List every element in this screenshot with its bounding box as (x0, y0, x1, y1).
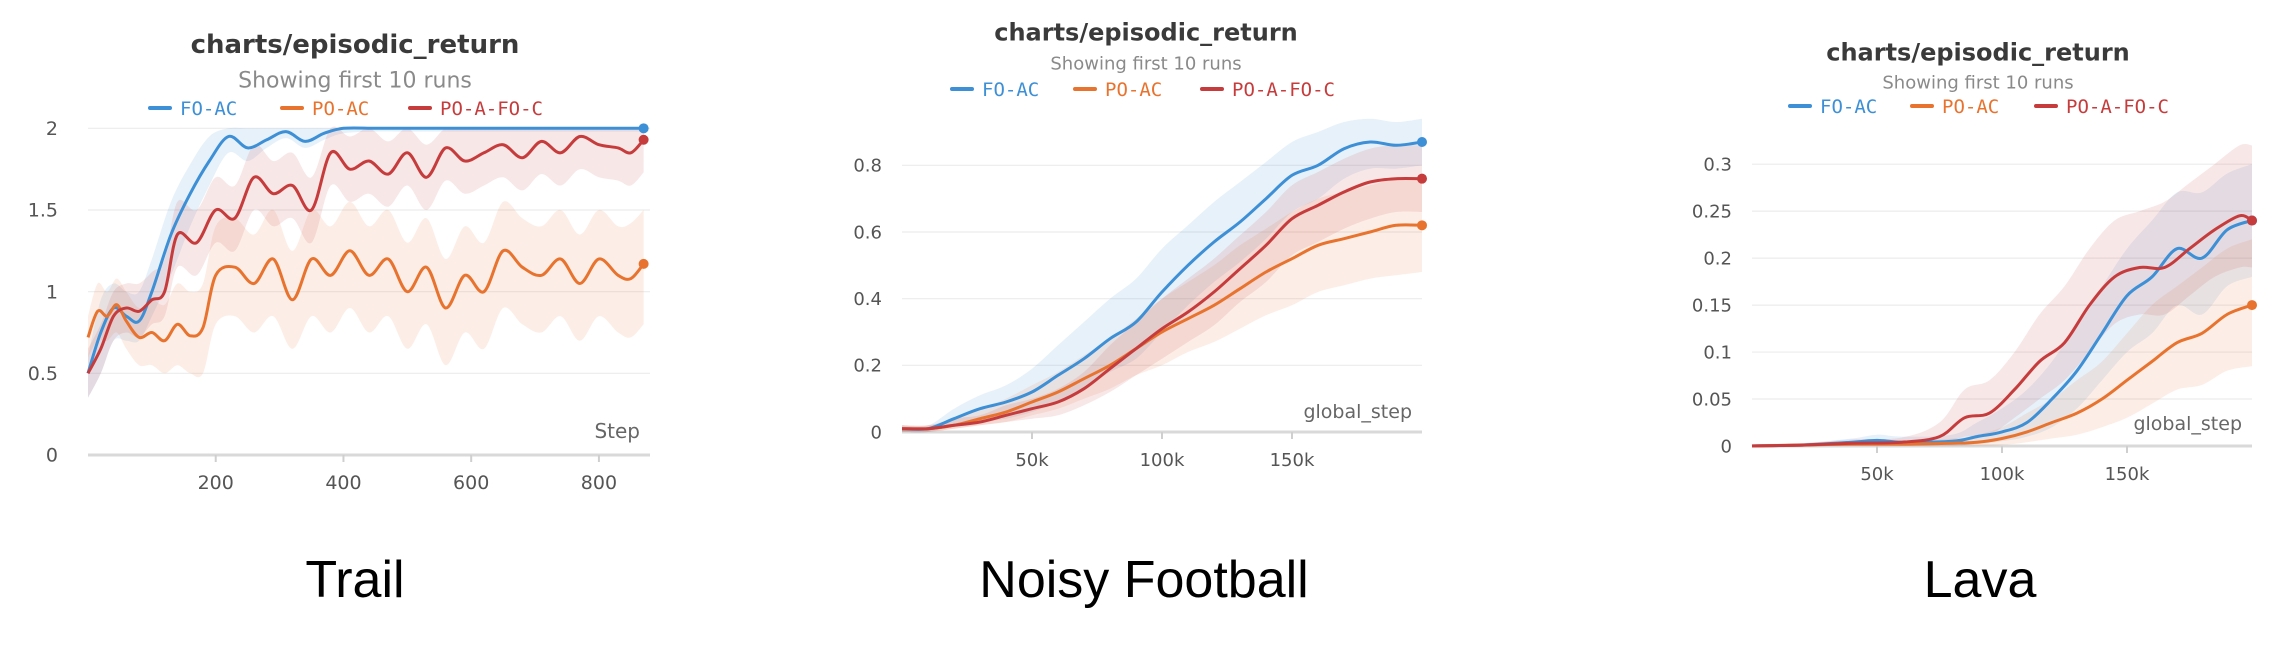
chart-caption: Noisy Football (979, 551, 1309, 609)
series-end-point (1417, 173, 1427, 184)
legend-item[interactable]: FO-AC (1788, 96, 1877, 118)
chart-title: charts/episodic_return (994, 18, 1298, 46)
series-line (1751, 219, 2253, 448)
legend-item[interactable]: FO-AC (950, 79, 1039, 101)
x-tick-label: 150k (1270, 450, 1315, 471)
series-band (1752, 164, 2252, 447)
chart-trail: charts/episodic_return Showing first 10 r… (28, 30, 650, 494)
x-tick-label: 50k (1860, 464, 1894, 485)
y-tick-label: 0.2 (1703, 248, 1732, 269)
chart-subtitle: Showing first 10 runs (1882, 72, 2073, 93)
series-line (86, 248, 645, 343)
series-line (901, 140, 1423, 431)
chart-lava: charts/episodic_return Showing first 10 r… (1692, 38, 2257, 485)
legend-label: PO-A-FO-C (1232, 79, 1335, 101)
y-tick-label: 0.5 (28, 363, 58, 385)
legend-item[interactable]: PO-A-FO-C (2034, 96, 2169, 118)
y-tick-label: 1 (46, 281, 58, 303)
chart-panel-noisy-football: charts/episodic_return Showing first 10 r… (830, 0, 1450, 657)
y-tick-label: 0 (46, 445, 58, 467)
y-tick-label: 0.05 (1692, 389, 1732, 410)
y-tick-label: 0.6 (853, 222, 882, 243)
legend-label: PO-AC (312, 98, 369, 120)
legend-item[interactable]: PO-A-FO-C (408, 98, 543, 120)
chart-panel-lava: charts/episodic_return Showing first 10 r… (1680, 0, 2272, 657)
x-tick-label: 100k (1980, 464, 2025, 485)
series-line (86, 134, 645, 375)
series-line (901, 176, 1423, 431)
x-axis-label: Step (594, 419, 640, 443)
chart-subtitle: Showing first 10 runs (238, 69, 472, 94)
chart-subtitle: Showing first 10 runs (1050, 53, 1241, 74)
y-tick-label: 0.8 (853, 156, 882, 177)
x-tick-label: 600 (453, 472, 489, 494)
y-tick-label: 0.15 (1692, 295, 1732, 316)
series-end-point (1417, 137, 1427, 147)
x-tick-label: 150k (2105, 464, 2150, 485)
legend-item[interactable]: PO-AC (1073, 79, 1162, 101)
series-end-point (638, 123, 649, 134)
x-axis-label: global_step (2133, 413, 2242, 435)
x-tick-label: 800 (581, 472, 617, 494)
legend-label: FO-AC (982, 79, 1039, 101)
y-tick-label: 1.5 (28, 200, 58, 222)
legend-label: FO-AC (180, 98, 237, 120)
y-tick-label: 2 (46, 118, 58, 140)
legend-label: PO-A-FO-C (440, 98, 543, 120)
chart-caption: Lava (1923, 551, 2037, 609)
y-tick-label: 0.4 (853, 289, 882, 310)
series-end-point (638, 258, 649, 269)
series-band (88, 201, 644, 378)
x-tick-label: 200 (198, 472, 234, 494)
chart-noisy-football: charts/episodic_return Showing first 10 r… (853, 18, 1427, 471)
chart-caption: Trail (305, 551, 405, 609)
series-end-point (2247, 300, 2257, 311)
y-tick-label: 0 (1721, 436, 1732, 457)
legend-item[interactable]: PO-A-FO-C (1200, 79, 1335, 101)
legend-item[interactable]: FO-AC (148, 98, 237, 120)
y-tick-label: 0.25 (1692, 201, 1732, 222)
legend-item[interactable]: PO-AC (280, 98, 369, 120)
series-band (1752, 239, 2252, 447)
y-tick-label: 0.3 (1703, 154, 1732, 175)
y-tick-label: 0 (871, 422, 882, 443)
chart-title: charts/episodic_return (1826, 38, 2130, 66)
x-tick-label: 400 (325, 472, 361, 494)
legend-label: PO-AC (1942, 96, 1999, 118)
series-band (902, 118, 1422, 433)
y-tick-label: 0.1 (1703, 342, 1732, 363)
x-tick-label: 50k (1015, 450, 1049, 471)
series-band (1752, 144, 2252, 447)
chart-panel-trail: charts/episodic_return Showing first 10 r… (0, 0, 720, 657)
y-tick-label: 0.2 (853, 356, 882, 377)
legend-label: FO-AC (1820, 96, 1877, 118)
series-end-point (1417, 220, 1427, 231)
x-tick-label: 100k (1140, 450, 1185, 471)
x-axis-label: global_step (1303, 401, 1412, 423)
chart-title: charts/episodic_return (191, 30, 520, 60)
legend-item[interactable]: PO-AC (1910, 96, 1999, 118)
series-line (1751, 214, 2253, 448)
series-band (902, 178, 1422, 433)
series-line (86, 126, 644, 374)
series-line (901, 223, 1423, 431)
series-band (88, 126, 644, 398)
series-end-point (2247, 215, 2257, 226)
legend-label: PO-AC (1105, 79, 1162, 101)
series-end-point (638, 134, 649, 145)
legend-label: PO-A-FO-C (2066, 96, 2169, 118)
